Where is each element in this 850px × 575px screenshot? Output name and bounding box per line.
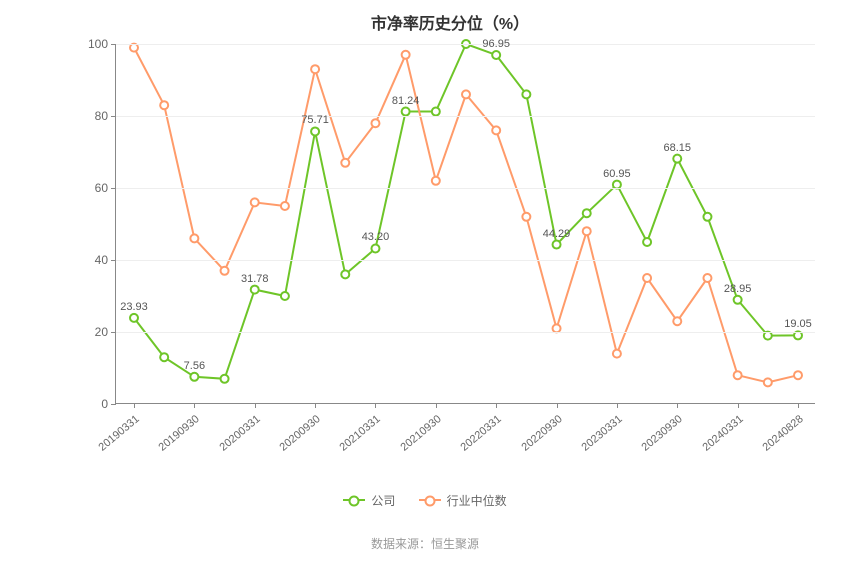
data-point[interactable] bbox=[160, 101, 168, 109]
x-tick-label: 20200930 bbox=[278, 413, 323, 454]
data-point[interactable] bbox=[221, 375, 229, 383]
y-tick-label: 0 bbox=[101, 397, 116, 411]
data-point[interactable] bbox=[613, 350, 621, 358]
x-tick-label: 20240828 bbox=[760, 413, 805, 454]
x-tick-mark bbox=[738, 403, 739, 408]
x-tick-label: 20210930 bbox=[398, 413, 443, 454]
x-tick-mark bbox=[255, 403, 256, 408]
data-label: 23.93 bbox=[120, 301, 148, 313]
chart-lines-svg bbox=[116, 44, 815, 403]
data-point[interactable] bbox=[583, 227, 591, 235]
data-point[interactable] bbox=[794, 371, 802, 379]
chart-source: 数据来源：恒生聚源 bbox=[0, 535, 850, 552]
x-tick-label: 20190930 bbox=[157, 413, 202, 454]
data-label: 60.95 bbox=[603, 168, 631, 180]
data-point[interactable] bbox=[371, 119, 379, 127]
x-tick-label: 20230331 bbox=[579, 413, 624, 454]
data-point[interactable] bbox=[281, 292, 289, 300]
data-label: 44.29 bbox=[543, 228, 571, 240]
data-point[interactable] bbox=[130, 314, 138, 322]
data-point[interactable] bbox=[673, 317, 681, 325]
x-tick-label: 20220331 bbox=[459, 413, 504, 454]
x-tick-mark bbox=[436, 403, 437, 408]
plot-area: 0204060801002019033120190930202003312020… bbox=[115, 44, 815, 404]
data-label: 19.05 bbox=[784, 319, 812, 331]
data-point[interactable] bbox=[402, 108, 410, 116]
data-label: 28.95 bbox=[724, 283, 752, 295]
x-tick-mark bbox=[617, 403, 618, 408]
data-label: 7.56 bbox=[184, 360, 205, 372]
data-point[interactable] bbox=[341, 159, 349, 167]
data-point[interactable] bbox=[341, 270, 349, 278]
grid-line bbox=[116, 188, 815, 189]
data-point[interactable] bbox=[160, 353, 168, 361]
chart-title: 市净率历史分位（%） bbox=[70, 10, 830, 34]
x-tick-mark bbox=[496, 403, 497, 408]
data-point[interactable] bbox=[311, 65, 319, 73]
y-tick-label: 40 bbox=[95, 253, 116, 267]
data-point[interactable] bbox=[703, 274, 711, 282]
data-point[interactable] bbox=[522, 90, 530, 98]
data-point[interactable] bbox=[251, 198, 259, 206]
data-point[interactable] bbox=[311, 127, 319, 135]
data-point[interactable] bbox=[432, 108, 440, 116]
data-label: 75.71 bbox=[301, 115, 329, 127]
data-point[interactable] bbox=[492, 51, 500, 59]
data-point[interactable] bbox=[522, 213, 530, 221]
x-tick-mark bbox=[315, 403, 316, 408]
data-point[interactable] bbox=[734, 371, 742, 379]
data-label: 96.95 bbox=[482, 38, 510, 50]
grid-line bbox=[116, 116, 815, 117]
grid-line bbox=[116, 44, 815, 45]
data-point[interactable] bbox=[190, 373, 198, 381]
x-tick-label: 20200331 bbox=[217, 413, 262, 454]
data-point[interactable] bbox=[492, 126, 500, 134]
legend-swatch-industry-median bbox=[419, 499, 441, 501]
x-tick-mark bbox=[194, 403, 195, 408]
y-tick-label: 20 bbox=[95, 325, 116, 339]
data-point[interactable] bbox=[553, 241, 561, 249]
chart-legend: 公司 行业中位数 bbox=[0, 490, 850, 509]
legend-label-industry-median: 行业中位数 bbox=[447, 492, 507, 509]
data-point[interactable] bbox=[371, 244, 379, 252]
pb-percentile-chart: 市净率历史分位（%） 02040608010020190331201909302… bbox=[70, 10, 830, 490]
legend-item-industry-median[interactable]: 行业中位数 bbox=[419, 492, 507, 509]
data-point[interactable] bbox=[402, 51, 410, 59]
x-tick-mark bbox=[557, 403, 558, 408]
data-label: 81.24 bbox=[392, 95, 420, 107]
y-tick-label: 60 bbox=[95, 181, 116, 195]
data-point[interactable] bbox=[673, 155, 681, 163]
data-point[interactable] bbox=[643, 238, 651, 246]
legend-label-company: 公司 bbox=[371, 492, 395, 509]
data-point[interactable] bbox=[281, 202, 289, 210]
x-tick-label: 20230930 bbox=[640, 413, 685, 454]
x-tick-label: 20210331 bbox=[338, 413, 383, 454]
x-tick-mark bbox=[134, 403, 135, 408]
data-point[interactable] bbox=[764, 378, 772, 386]
data-label: 43.20 bbox=[362, 232, 390, 244]
x-tick-label: 20190331 bbox=[96, 413, 141, 454]
grid-line bbox=[116, 332, 815, 333]
data-point[interactable] bbox=[643, 274, 651, 282]
data-point[interactable] bbox=[190, 234, 198, 242]
y-tick-label: 80 bbox=[95, 109, 116, 123]
x-tick-label: 20220930 bbox=[519, 413, 564, 454]
data-label: 68.15 bbox=[664, 142, 692, 154]
data-point[interactable] bbox=[432, 177, 440, 185]
x-tick-label: 20240331 bbox=[700, 413, 745, 454]
grid-line bbox=[116, 260, 815, 261]
data-point[interactable] bbox=[734, 296, 742, 304]
data-point[interactable] bbox=[583, 209, 591, 217]
x-tick-mark bbox=[798, 403, 799, 408]
data-point[interactable] bbox=[462, 90, 470, 98]
x-tick-mark bbox=[375, 403, 376, 408]
data-point[interactable] bbox=[221, 267, 229, 275]
data-point[interactable] bbox=[703, 213, 711, 221]
data-label: 31.78 bbox=[241, 273, 269, 285]
data-point[interactable] bbox=[251, 286, 259, 294]
legend-item-company[interactable]: 公司 bbox=[343, 492, 395, 509]
legend-swatch-company bbox=[343, 499, 365, 501]
x-tick-mark bbox=[677, 403, 678, 408]
y-tick-label: 100 bbox=[88, 37, 116, 51]
